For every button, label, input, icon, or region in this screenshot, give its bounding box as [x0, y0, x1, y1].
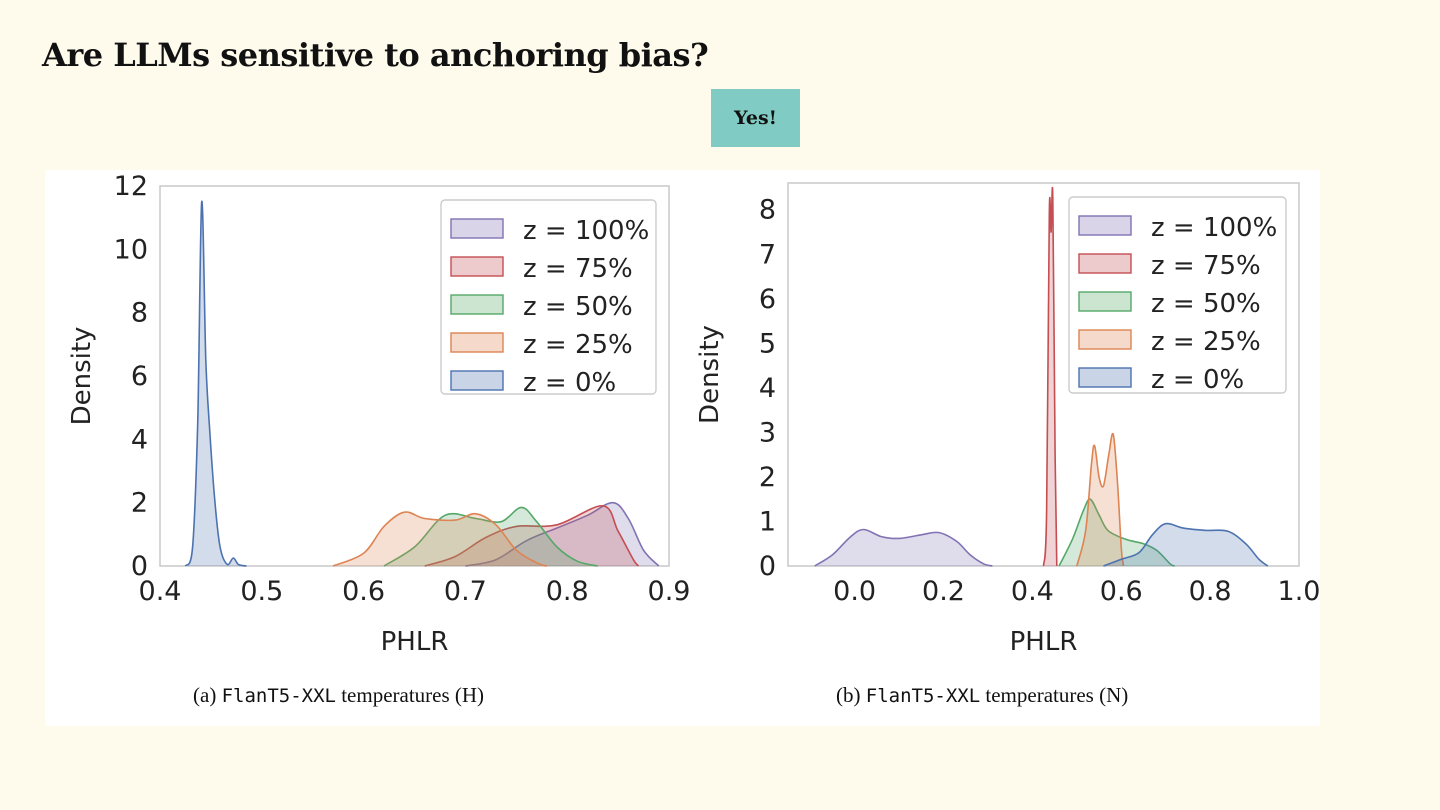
x-tick-label: 1.0	[1278, 576, 1320, 607]
series-line	[814, 528, 993, 567]
legend-swatch	[450, 294, 504, 315]
yes-badge: Yes!	[711, 89, 800, 147]
series-fill	[1076, 433, 1124, 566]
x-tick-label: 0.0	[833, 576, 876, 607]
x-tick-label: 0.5	[240, 576, 283, 607]
x-tick-label: 0.6	[1100, 576, 1143, 607]
y-tick-label: 0	[131, 551, 148, 582]
caption-a: (a) FlanT5-XXL temperatures (H)	[193, 683, 484, 708]
series-line	[424, 505, 640, 567]
caption-b: (b) FlanT5-XXL temperatures (N)	[836, 683, 1128, 708]
x-tick-label: 0.4	[1011, 576, 1054, 607]
legend: z = 100% z = 75% z = 50% z = 25% z = 0%	[1068, 196, 1287, 395]
legend-swatch	[450, 332, 504, 353]
series-line	[1076, 432, 1125, 567]
y-tick-label: 1	[759, 506, 776, 537]
series-0-area	[1103, 522, 1269, 567]
series-50-area	[383, 506, 598, 567]
y-tick-label: 4	[131, 424, 148, 455]
caption-a-prefix: (a)	[193, 683, 222, 707]
legend-label: z = 75%	[1151, 251, 1261, 281]
legend-swatch	[1078, 291, 1132, 312]
series-line	[332, 511, 548, 567]
x-axis-label: PHLR	[1010, 627, 1078, 657]
legend-box	[1068, 196, 1287, 394]
x-tick-label: 0.8	[546, 576, 589, 607]
x-tick-label: 0.2	[922, 576, 965, 607]
y-tick-label: 5	[759, 328, 776, 359]
legend-swatch	[450, 256, 504, 277]
series-0-area	[184, 200, 247, 567]
legend-swatch	[1078, 215, 1132, 236]
legend-label: z = 75%	[523, 254, 633, 284]
series-fill	[1103, 523, 1268, 566]
caption-b-prefix: (b)	[836, 683, 866, 707]
series-25-area	[1076, 432, 1125, 567]
legend-label: z = 100%	[523, 216, 649, 246]
series-line	[1058, 498, 1175, 567]
figure-svg: 0.4 0.5 0.6 0.7 0.8 0.9024681012PHLRDensityz …	[67, 171, 1320, 657]
y-axis-label: Density	[695, 325, 725, 424]
legend-swatch	[1078, 367, 1132, 388]
series-line	[465, 501, 660, 567]
series-line	[184, 200, 247, 567]
caption-a-model: FlanT5-XXL	[221, 685, 336, 707]
legend: z = 100% z = 75% z = 50% z = 25% z = 0%	[440, 199, 657, 398]
x-axis-label: PHLR	[381, 627, 449, 657]
y-tick-label: 2	[759, 462, 776, 493]
y-tick-label: 10	[114, 234, 148, 265]
x-tick-label: 0.4	[139, 576, 182, 607]
series-75-area	[424, 505, 640, 567]
legend-label: z = 0%	[523, 368, 616, 398]
y-tick-label: 12	[114, 171, 148, 202]
legend-label: z = 100%	[1151, 213, 1277, 243]
legend-label: z = 50%	[1151, 289, 1261, 319]
series-fill	[814, 529, 993, 566]
y-tick-label: 8	[131, 298, 148, 329]
series-25-area	[332, 511, 548, 567]
y-tick-label: 6	[759, 284, 776, 315]
y-tick-label: 6	[131, 361, 148, 392]
chart-a: 0.4 0.5 0.6 0.7 0.8 0.9 0 2 4 6 8 10 12 PHLR Density z …	[67, 171, 690, 657]
y-tick-label: 7	[759, 239, 776, 270]
legend-swatch	[450, 218, 504, 239]
series-line	[383, 506, 598, 567]
figure-panel: 0.4 0.5 0.6 0.7 0.8 0.9 0 2 4 6 8 10 12 PHLR Density z …	[45, 170, 1320, 726]
x-tick-label: 0.6	[342, 576, 385, 607]
y-tick-label: 0	[759, 551, 776, 582]
slide-title: Are LLMs sensitive to anchoring bias?	[42, 36, 709, 74]
chart-b: 0.0 0.2 0.4 0.6 0.8 1.0 0 1 2 3 4 5 6 7 8 PHLR Density z …	[695, 182, 1320, 657]
caption-b-suffix: temperatures (N)	[980, 683, 1129, 707]
legend-label: z = 25%	[1151, 327, 1261, 357]
y-axis-label: Density	[67, 327, 97, 426]
legend-swatch	[1078, 329, 1132, 350]
series-100-area	[465, 501, 660, 567]
legend-swatch	[450, 370, 504, 391]
x-tick-label: 0.8	[1189, 576, 1232, 607]
series-100-area	[814, 528, 993, 567]
legend-swatch	[1078, 253, 1132, 274]
y-tick-label: 8	[759, 195, 776, 226]
series-line	[1042, 186, 1058, 567]
series-fill	[465, 502, 659, 566]
caption-a-suffix: temperatures (H)	[335, 683, 485, 707]
legend-label: z = 25%	[523, 330, 633, 360]
series-fill	[333, 512, 547, 566]
series-fill	[424, 505, 639, 566]
legend-box	[440, 199, 657, 395]
x-tick-label: 0.7	[444, 576, 487, 607]
y-tick-label: 3	[759, 417, 776, 448]
series-fill	[185, 201, 247, 567]
y-tick-label: 4	[759, 373, 776, 404]
legend-label: z = 0%	[1151, 365, 1244, 395]
series-line	[1103, 522, 1269, 567]
caption-b-model: FlanT5-XXL	[865, 685, 981, 707]
x-tick-label: 0.9	[648, 576, 691, 607]
y-tick-label: 2	[131, 488, 148, 519]
series-75-area	[1042, 186, 1058, 567]
legend-label: z = 50%	[523, 292, 633, 322]
